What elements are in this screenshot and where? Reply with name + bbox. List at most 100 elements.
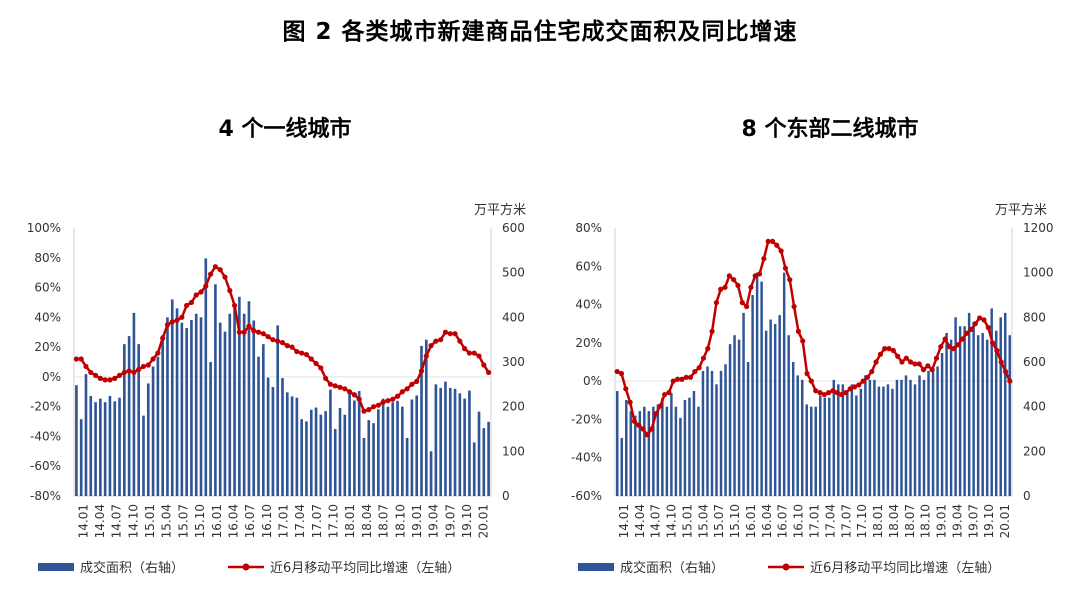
bar [281, 378, 284, 496]
bar [405, 437, 409, 496]
x-tick-label: 14.04 [633, 504, 647, 538]
growth-point [476, 353, 482, 359]
bar [656, 404, 660, 496]
bar [79, 419, 83, 496]
bar [420, 345, 423, 496]
bar [724, 364, 727, 496]
growth-point [140, 363, 147, 370]
growth-point [977, 315, 983, 321]
x-tick-label: 19.01 [935, 504, 949, 538]
bar [175, 308, 179, 496]
x-tick-label: 19.07 [966, 504, 980, 538]
right-tick-label: 600 [502, 221, 525, 235]
growth-point [933, 355, 940, 361]
legend-bar-swatch [38, 563, 74, 571]
growth-point [380, 399, 386, 405]
growth-point [1002, 368, 1009, 375]
x-tick-label: 16.04 [760, 504, 774, 538]
growth-point [903, 355, 909, 361]
growth-point [303, 351, 310, 358]
x-tick-label: 18.04 [360, 504, 374, 538]
bar [343, 414, 347, 496]
bar [391, 402, 395, 496]
growth-point [744, 303, 750, 310]
growth-point [627, 399, 633, 405]
growth-point [851, 384, 858, 390]
growth-point [623, 386, 629, 392]
bar [782, 272, 786, 496]
bar [276, 325, 280, 496]
left-tick-label: 20% [34, 340, 61, 354]
right-axis-unit: 万平方米 [474, 202, 526, 218]
growth-point [414, 378, 420, 384]
chart-title-left: 4 个一线城市 [218, 117, 352, 142]
growth-point [442, 329, 449, 335]
bar [353, 400, 356, 496]
bar [620, 437, 624, 496]
growth-point [217, 267, 223, 273]
growth-point [722, 284, 728, 290]
x-tick-label: 17.04 [823, 504, 837, 538]
bar [271, 387, 275, 496]
growth-point [748, 284, 754, 290]
bar [415, 395, 419, 496]
bar [972, 321, 975, 496]
growth-point [856, 382, 862, 388]
x-tick-label: 17.01 [277, 504, 291, 538]
bar [463, 398, 466, 496]
left-tick-label: 40% [575, 298, 602, 312]
growth-point [718, 286, 724, 292]
growth-point [457, 338, 463, 344]
left-tick-label: -80% [30, 489, 61, 503]
right-tick-label: 400 [502, 310, 525, 324]
bar [706, 366, 709, 496]
bar [949, 339, 953, 496]
bar [647, 411, 651, 496]
growth-point [614, 368, 620, 375]
bar [362, 437, 366, 496]
bar [701, 370, 705, 496]
x-tick-label: 17.01 [808, 504, 822, 538]
growth-point [800, 338, 806, 344]
growth-point [679, 376, 685, 382]
left-tick-label: 0% [42, 370, 61, 384]
bar [242, 313, 246, 496]
x-tick-label: 14.07 [110, 504, 124, 538]
x-tick-label: 15.01 [143, 504, 157, 538]
bar [674, 406, 678, 496]
bar [338, 408, 342, 496]
growth-point [337, 384, 343, 390]
x-tick-label: 16.10 [792, 504, 806, 538]
growth-point [1007, 378, 1013, 384]
bar [468, 390, 471, 496]
growth-point [674, 376, 681, 382]
bar [733, 335, 736, 496]
bar [958, 326, 962, 496]
x-tick-label: 18.01 [343, 504, 357, 538]
bar [886, 384, 890, 496]
growth-point [155, 350, 161, 356]
right-axis-unit: 万平方米 [995, 202, 1047, 218]
bar [864, 375, 867, 496]
growth-point [107, 377, 113, 383]
left-tick-label: 80% [34, 251, 61, 265]
growth-point [662, 391, 668, 398]
bar [769, 319, 772, 496]
bar [448, 387, 452, 496]
bar [410, 399, 414, 496]
growth-point [955, 342, 961, 348]
legend-line-label: 近6月移动平均同比增速（左轴） [810, 561, 1000, 576]
x-tick-label: 19.10 [982, 504, 996, 538]
bar [99, 398, 102, 496]
bar [146, 383, 150, 496]
growth-point [121, 369, 127, 376]
growth-point [323, 375, 329, 381]
bar [850, 384, 854, 496]
bar [156, 356, 160, 496]
bar [1008, 335, 1011, 496]
growth-point [418, 368, 425, 374]
bar [719, 370, 723, 496]
legend-bar-swatch [578, 563, 614, 571]
bar [108, 395, 112, 496]
bar [94, 402, 97, 496]
